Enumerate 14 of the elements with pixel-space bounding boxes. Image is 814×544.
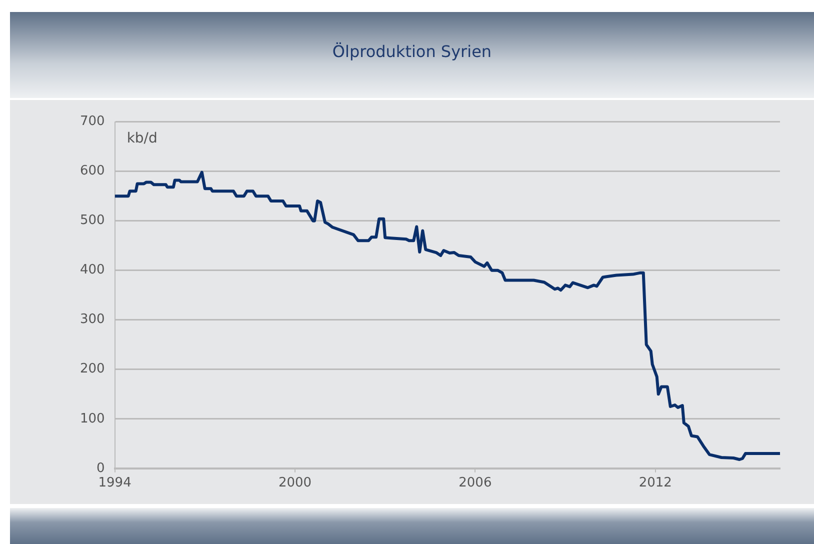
x-tick-label: 2000	[278, 476, 312, 491]
y-tick-label: 200	[80, 362, 105, 377]
y-tick-label: 400	[80, 262, 105, 278]
y-tick-label: 0	[96, 460, 105, 476]
y-tick-label: 700	[80, 114, 105, 130]
x-tick-label: 1994	[98, 476, 132, 491]
x-tick-label: 2012	[638, 476, 672, 491]
y-tick-label: 100	[80, 411, 105, 426]
y-tick-label: 600	[80, 164, 105, 179]
chart-title: Ölproduktion Syrien	[331, 42, 493, 61]
y-axis-title: kb/d	[126, 130, 158, 146]
y-tick-label: 500	[80, 213, 105, 228]
y-tick-label: 300	[80, 312, 105, 328]
x-tick-label: 2006	[458, 476, 492, 491]
